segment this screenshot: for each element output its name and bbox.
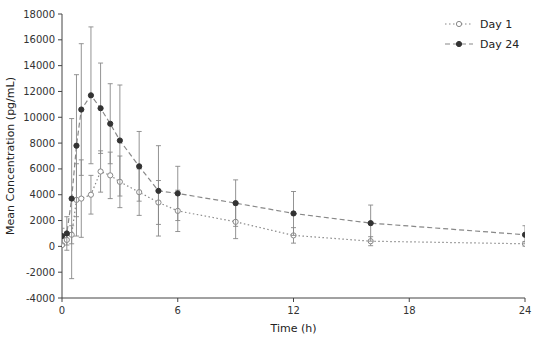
y-tick [58,117,62,118]
point [175,191,180,196]
y-tick [58,246,62,247]
point [117,138,122,143]
x-axis-label: Time (h) [270,322,317,335]
point [74,143,79,148]
error-bar [175,166,180,220]
x-tick [62,298,63,302]
point [64,231,69,236]
error-bar [233,180,238,226]
y-tick [58,14,62,15]
error-bar [62,228,65,243]
y-tick-label: 4000 [30,189,55,200]
x-tick-label: 18 [403,305,416,316]
point [368,221,373,226]
y-tick-label: -2000 [26,267,55,278]
error-bar [79,44,84,176]
error-bar [108,84,113,164]
y-tick [58,143,62,144]
axes: -4000 -2000 0 2000 4000 6000 8000 10000 12000 140… [23,9,531,317]
error-bar [98,151,103,192]
error-bar [88,27,93,164]
x-tick [525,298,526,302]
x-tick-label: 6 [175,305,181,316]
error-bar [88,175,93,214]
y-tick-label: 0 [49,241,55,252]
y-tick-label: 16000 [23,34,55,45]
point [108,121,113,126]
y-tick [58,65,62,66]
legend-label: Day 1 [480,18,512,31]
point [156,188,161,193]
plot-area [62,27,525,279]
point [69,196,74,201]
y-tick [58,272,62,273]
point [291,211,296,216]
background [0,0,541,340]
point [79,196,84,201]
error-bar [156,146,161,236]
point [233,201,238,206]
legend-marker [456,21,461,26]
x-tick [409,298,410,302]
y-axis-line [62,14,63,298]
x-tick [177,298,178,302]
y-tick [58,194,62,195]
y-tick [58,91,62,92]
y-axis-label: Mean Concentration (pg/mL) [4,77,17,235]
y-tick-label: 10000 [23,112,55,123]
x-tick-label: 0 [59,305,65,316]
y-tick [58,220,62,221]
point [98,169,103,174]
point [522,232,525,237]
y-tick-label: 12000 [23,86,55,97]
error-bar [523,226,526,244]
series-0 [62,151,525,248]
point [88,192,93,197]
error-bar [137,131,142,201]
point [79,107,84,112]
y-tick [58,39,62,40]
series-1 [62,27,525,279]
series-line [62,171,525,245]
error-bar [368,205,373,241]
x-tick [293,298,294,302]
y-tick [58,168,62,169]
x-tick-label: 12 [287,305,300,316]
error-bar [69,119,74,279]
error-bar [117,85,122,196]
chart: -4000 -2000 0 2000 4000 6000 8000 10000 12000 140… [0,0,541,340]
point [108,173,113,178]
y-tick-label: 18000 [23,9,55,20]
y-tick-label: 8000 [30,138,55,149]
error-bar [98,63,103,153]
error-bar [74,75,79,217]
error-bar [291,192,296,236]
legend-label: Day 24 [480,38,519,51]
legend-marker [456,41,461,46]
y-tick-label: -4000 [26,293,55,304]
point [137,164,142,169]
y-tick-label: 14000 [23,60,55,71]
y-tick-label: 2000 [30,215,55,226]
point [88,93,93,98]
legend: Day 1 Day 24 [445,18,519,51]
series-line [62,95,525,236]
x-tick-label: 24 [519,305,532,316]
point [98,106,103,111]
y-tick-label: 6000 [30,163,55,174]
y-tick [58,298,62,299]
